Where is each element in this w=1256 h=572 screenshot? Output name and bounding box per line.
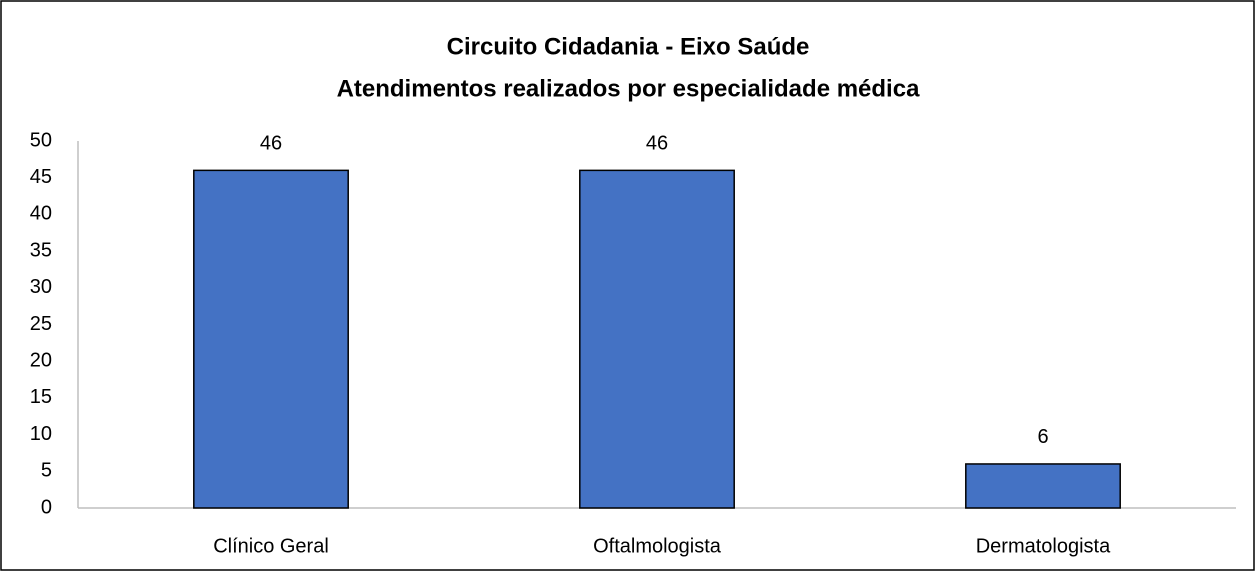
bar xyxy=(579,169,735,509)
bar xyxy=(965,463,1121,509)
y-tick-label: 15 xyxy=(30,386,52,408)
x-tick-label: Oftalmologista xyxy=(593,535,722,557)
y-tick-label: 30 xyxy=(30,276,52,298)
x-tick-label: Clínico Geral xyxy=(213,535,329,557)
y-tick-label: 50 xyxy=(30,129,52,151)
y-tick-label: 10 xyxy=(30,423,52,445)
y-tick-label: 20 xyxy=(30,349,52,371)
chart-subtitle: Atendimentos realizados por especialidad… xyxy=(337,75,921,102)
chart-title: Circuito Cidadania - Eixo Saúde xyxy=(447,33,810,60)
y-tick-label: 45 xyxy=(30,166,52,188)
data-label: 6 xyxy=(1037,426,1048,448)
y-tick-label: 5 xyxy=(41,460,52,482)
y-tick-label: 25 xyxy=(30,313,52,335)
bar xyxy=(193,169,349,509)
x-tick-label: Dermatologista xyxy=(976,535,1111,557)
data-label: 46 xyxy=(646,133,668,155)
y-tick-label: 0 xyxy=(41,496,52,518)
y-tick-label: 40 xyxy=(30,203,52,225)
y-tick-label: 35 xyxy=(30,239,52,261)
data-label: 46 xyxy=(260,133,282,155)
